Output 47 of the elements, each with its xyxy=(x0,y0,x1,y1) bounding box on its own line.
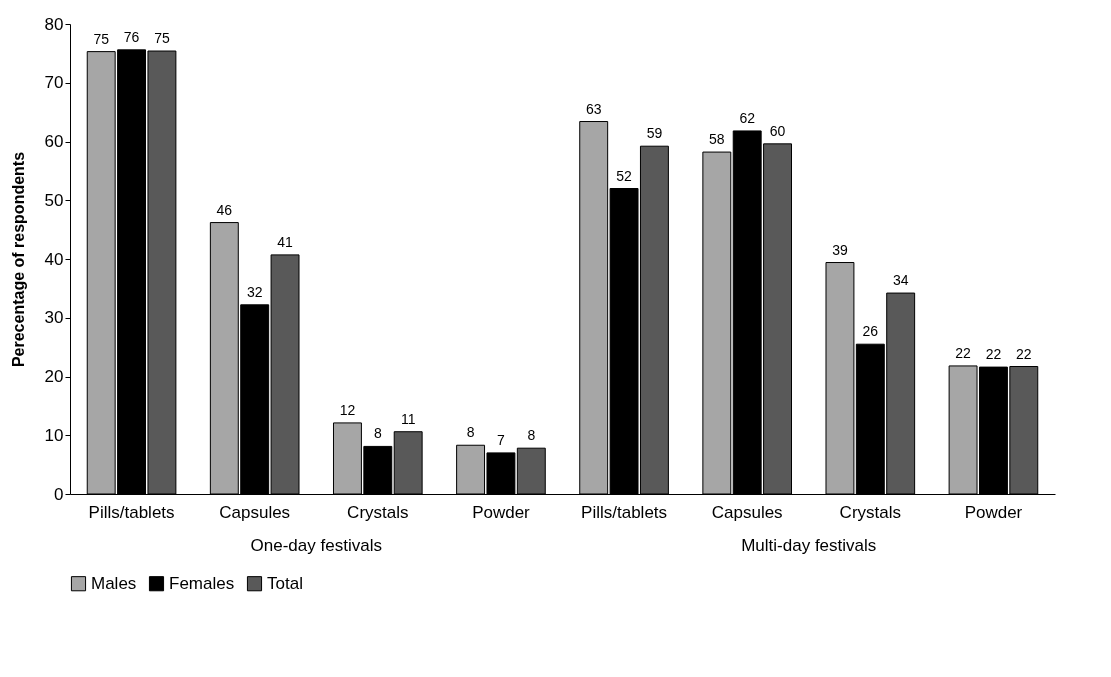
data-label: 59 xyxy=(646,125,663,142)
x-tick-label: Crystals xyxy=(839,502,902,522)
data-label: 32 xyxy=(246,283,263,300)
data-label: 39 xyxy=(832,241,848,258)
x-tick-label: Capsules xyxy=(711,502,783,522)
y-axis-title: Perecentage of respondents xyxy=(9,151,27,368)
y-tick-label: 80 xyxy=(44,14,64,34)
x-tick-label: Powder xyxy=(964,502,1023,522)
text: One-day festivals xyxy=(250,536,382,555)
legend-label: Total xyxy=(267,573,303,593)
data-label: 34 xyxy=(892,272,909,289)
data-label: 26 xyxy=(862,323,879,340)
x-tick-label: Powder xyxy=(472,502,531,522)
y-tick-label: 30 xyxy=(44,308,64,328)
data-label: 52 xyxy=(616,167,633,184)
y-tick-label: 70 xyxy=(44,73,64,93)
y-tick-label: 10 xyxy=(44,425,64,445)
data-label: 8 xyxy=(373,425,382,442)
data-label: 75 xyxy=(93,30,110,47)
data-label: 46 xyxy=(216,201,233,218)
data-label: 11 xyxy=(400,410,416,427)
data-label: 76 xyxy=(123,28,140,45)
data-label: 62 xyxy=(739,109,756,126)
y-tick-label: 20 xyxy=(44,367,64,386)
x-tick-label: Crystals xyxy=(347,502,409,522)
data-label: 7 xyxy=(497,431,506,448)
data-label: 60 xyxy=(769,122,786,139)
text: Multi-day festivals xyxy=(741,536,877,555)
data-label: 12 xyxy=(339,401,356,418)
x-tick-label: Pills/tablets xyxy=(88,502,175,522)
data-label: 22 xyxy=(985,346,1002,363)
data-label: 63 xyxy=(585,100,602,117)
y-tick-label: 40 xyxy=(44,249,64,269)
y-tick-label: 60 xyxy=(44,132,64,151)
data-label: 22 xyxy=(1016,345,1032,362)
data-label: 75 xyxy=(154,30,170,47)
x-tick-label: Capsules xyxy=(219,502,291,522)
data-label: 58 xyxy=(709,131,725,148)
data-label: 8 xyxy=(527,427,536,444)
data-label: 22 xyxy=(955,344,972,361)
y-tick-label: 50 xyxy=(44,190,64,210)
data-label: 8 xyxy=(466,424,475,441)
y-tick-label: 0 xyxy=(54,484,64,504)
legend-label: Males xyxy=(91,573,137,593)
data-label: 41 xyxy=(277,233,294,250)
x-tick-label: Pills/tablets xyxy=(581,502,668,522)
legend-label: Females xyxy=(169,573,235,593)
